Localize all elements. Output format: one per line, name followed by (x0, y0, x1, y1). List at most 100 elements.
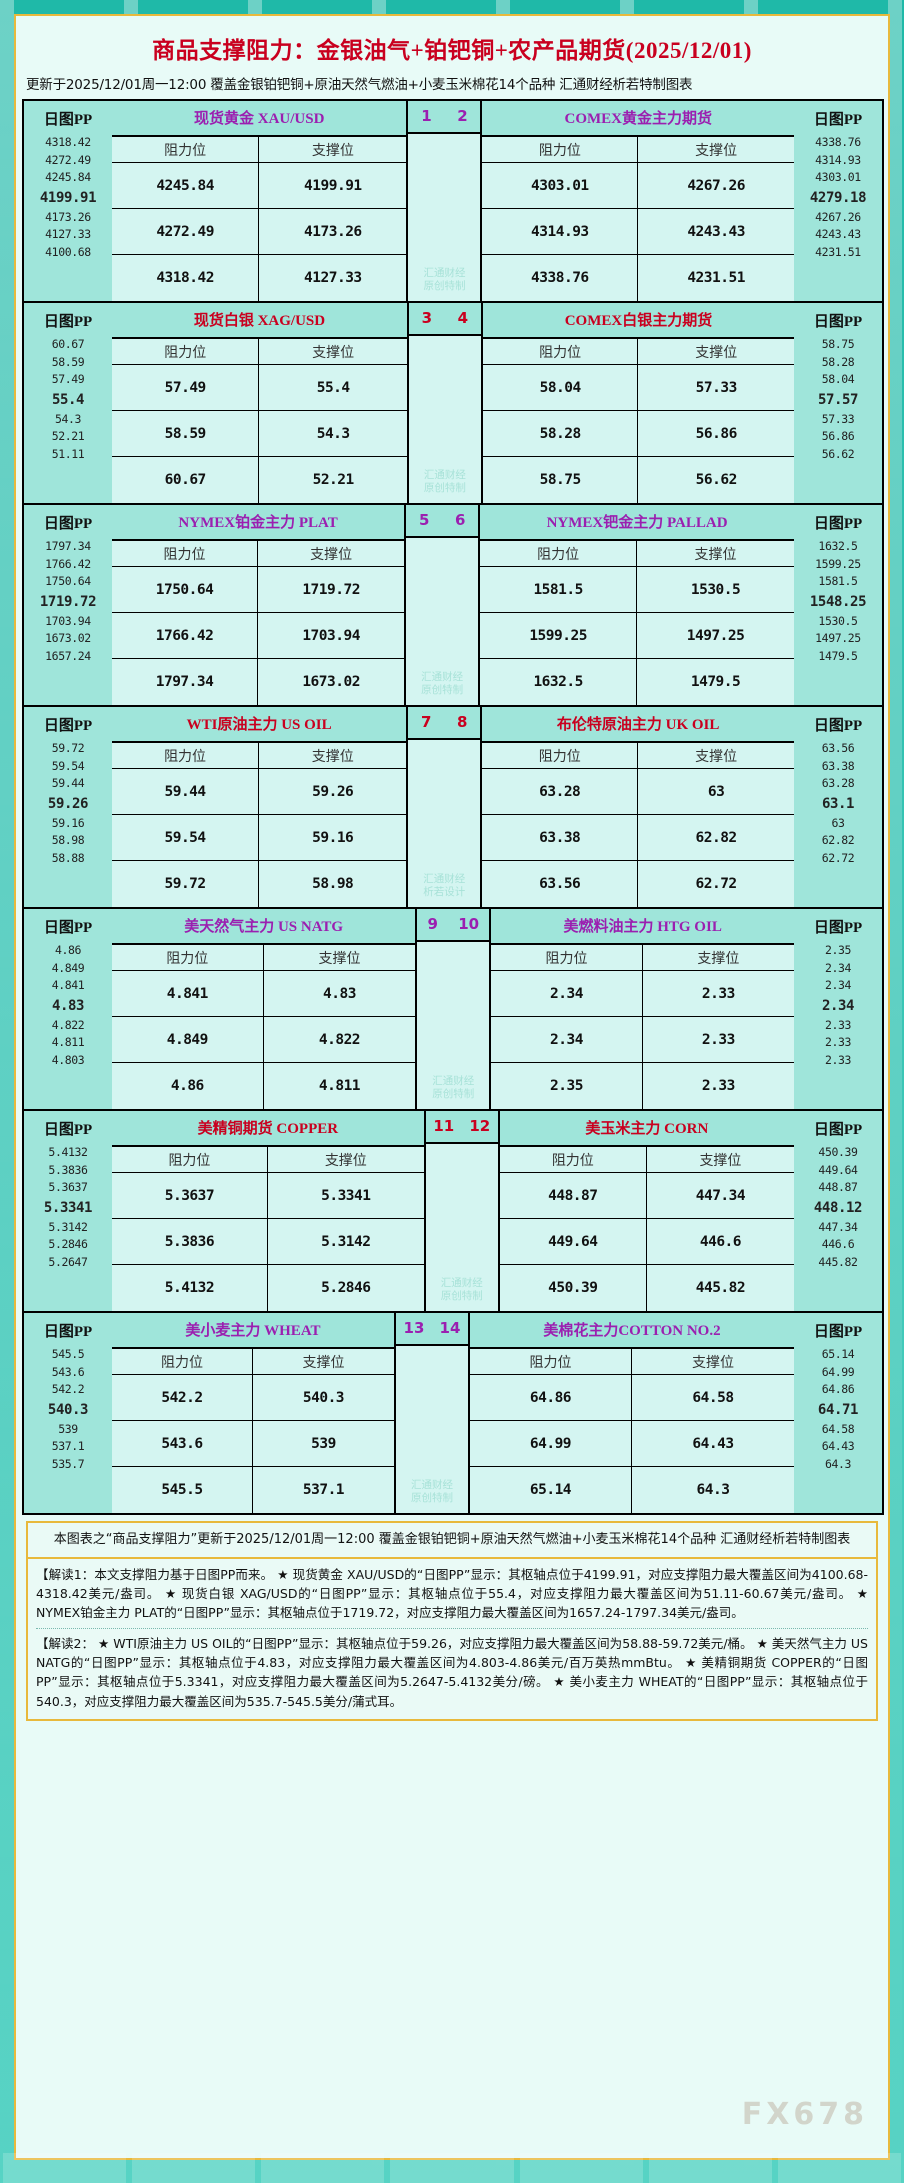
pp-value: 4303.01 (815, 170, 861, 184)
levels-header-row: 阻力位 支撑位 (112, 743, 407, 769)
support-value: 1530.5 (690, 581, 741, 598)
support-value: 445.82 (695, 1280, 746, 1296)
instrument-name: WTI原油主力 US OIL (112, 707, 407, 743)
levels-row: 60.67 52.21 (112, 457, 407, 503)
levels-row: 1750.64 1719.72 (112, 567, 405, 613)
pp-value: 5.4132 (48, 1145, 88, 1159)
pp-value: 64.58 (821, 1421, 855, 1436)
support-header: 支撑位 (311, 749, 354, 765)
support-value: 64.58 (692, 1389, 734, 1406)
levels-row: 57.49 55.4 (112, 365, 407, 411)
resistance-value: 450.39 (500, 1265, 647, 1311)
index-numbers: 9 10 (417, 909, 490, 942)
pp-value: 4.811 (51, 1035, 85, 1049)
pp-value: 1797.34 (45, 539, 91, 553)
resistance-value: 4338.76 (482, 255, 639, 301)
resistance-value: 59.54 (112, 815, 260, 860)
pp-value: 65.14 (821, 1347, 855, 1361)
pp-value: 446.6 (821, 1237, 855, 1251)
support-value: 5.3142 (321, 1233, 371, 1250)
levels-row: 450.39 445.82 (500, 1265, 794, 1311)
resistance-value: 1750.64 (112, 567, 259, 612)
support-value: 1703.94 (302, 627, 360, 644)
pp-pivot-value: 57.57 (817, 391, 859, 408)
levels-row: 4272.49 4173.26 (112, 209, 407, 255)
levels-row: 59.72 58.98 (112, 861, 406, 907)
legend-1: 【解读1：本文支撑阻力基于日图PP而来。 ★ 现货黄金 XAU/USD的“日图P… (36, 1566, 868, 1621)
pp-value: 4243.43 (815, 227, 861, 241)
pp-value: 54.3 (54, 411, 82, 426)
support-header: 支撑位 (695, 749, 738, 765)
pp-pivot-value: 448.12 (813, 1199, 863, 1216)
pp-column-right: 日图PP 450.39 449.64 448.87 448.12 447.34 446.6 4… (794, 1111, 882, 1311)
support-header: 支撑位 (695, 345, 738, 361)
levels-row: 59.44 59.26 (112, 769, 407, 815)
pair-block-7: 日图PP 545.5 543.6 542.2 540.3 539 537.1 535.7 美小麦… (22, 1313, 884, 1515)
pp-header: 日图PP (813, 1122, 863, 1138)
pp-value: 64.43 (821, 1439, 855, 1453)
support-value: 52.21 (312, 472, 355, 488)
pp-value: 63.56 (821, 741, 855, 755)
pp-value: 58.98 (51, 833, 85, 847)
levels-row: 58.28 56.86 (482, 411, 795, 457)
pp-column-left: 日图PP 1797.34 1766.42 1750.64 1719.72 1703.94 1… (24, 505, 112, 705)
watermark-line-2: 原创特制 (432, 1087, 475, 1100)
pp-pivot-value: 55.4 (51, 391, 85, 408)
pp-column-right: 日图PP 58.75 58.28 58.04 57.57 57.33 56.86 56.62 (794, 303, 883, 503)
pp-value: 543.6 (51, 1364, 85, 1379)
levels-grid: 阻力位 支撑位 64.86 64.58 64.99 64.43 65.14 64.3 (469, 1349, 794, 1513)
levels-row: 1766.42 1703.94 (112, 613, 405, 659)
resistance-value: 1581.5 (480, 567, 638, 612)
pp-value: 4267.26 (815, 209, 861, 224)
support-value: 4.822 (318, 1031, 361, 1048)
resistance-value: 5.3836 (112, 1219, 268, 1264)
support-value: 59.26 (312, 783, 354, 800)
levels-grid: 阻力位 支撑位 59.44 59.26 59.54 59.16 59.72 58.98 (112, 743, 407, 907)
instrument-panel-left: 现货黄金 XAU/USD 阻力位 支撑位 4245.84 4199.91 4272.49 4… (112, 101, 407, 301)
levels-header-row: 阻力位 支撑位 (112, 1349, 394, 1375)
watermark: 汇通财经 原创特制 (417, 942, 490, 1109)
resistance-value: 59.44 (112, 769, 260, 814)
support-value: 540.3 (302, 1389, 345, 1406)
pp-value: 4.822 (51, 1017, 85, 1032)
support-value: 4127.33 (304, 270, 362, 286)
pp-value: 56.86 (821, 429, 855, 443)
resistance-value: 2.35 (491, 1063, 643, 1109)
support-value: 56.62 (695, 472, 738, 488)
pp-value: 537.1 (51, 1439, 85, 1453)
pp-pivot-value: 64.71 (817, 1401, 859, 1418)
levels-header-row: 阻力位 支撑位 (482, 743, 795, 769)
pp-value-list: 4338.76 4314.93 4303.01 4279.18 4267.26 4243.… (794, 134, 882, 261)
levels-row: 4245.84 4199.91 (112, 163, 407, 209)
pair-block-6: 日图PP 5.4132 5.3836 5.3637 5.3341 5.3142 5.2846… (22, 1111, 884, 1313)
support-header: 支撑位 (695, 143, 738, 159)
pp-value: 1530.5 (818, 613, 858, 628)
pp-value: 59.44 (51, 776, 85, 790)
resistance-value: 5.4132 (112, 1265, 268, 1311)
index-number-right: 10 (458, 915, 480, 933)
pp-value: 4127.33 (45, 227, 91, 241)
index-column: 3 4 汇通财经 原创特制 (406, 303, 483, 503)
resistance-value: 4318.42 (112, 255, 260, 301)
resistance-value: 58.28 (483, 411, 639, 456)
levels-header-row: 阻力位 支撑位 (112, 541, 405, 567)
pp-column-left: 日图PP 5.4132 5.3836 5.3637 5.3341 5.3142 5.2846… (24, 1111, 112, 1311)
instrument-name: NYMEX铂金主力 PLAT (112, 505, 405, 541)
pair-block-4: 日图PP 59.72 59.54 59.44 59.26 59.16 58.98 58.88 W… (22, 707, 884, 909)
levels-header-row: 阻力位 支撑位 (112, 137, 407, 163)
instrument-name: COMEX黄金主力期货 (482, 101, 794, 137)
watermark: 汇通财经 原创特制 (425, 1144, 498, 1311)
support-value: 447.34 (695, 1187, 746, 1204)
resistance-header: 阻力位 (112, 339, 260, 364)
levels-row: 1797.34 1673.02 (112, 659, 404, 705)
support-header: 支撑位 (311, 143, 354, 159)
legend-2: 【解读2： ★ WTI原油主力 US OIL的“日图PP”显示：其枢轴点位于59… (36, 1635, 868, 1709)
resistance-value: 58.59 (112, 411, 260, 456)
watermark: 汇通财经 原创特制 (408, 336, 481, 503)
support-value: 4.83 (323, 985, 356, 1002)
index-column: 11 12 汇通财经 原创特制 (423, 1111, 500, 1311)
bottom-decoration (0, 2153, 904, 2183)
pp-column-left: 日图PP 4.86 4.849 4.841 4.83 4.822 4.811 4.803 (24, 909, 112, 1109)
resistance-value: 542.2 (112, 1375, 253, 1420)
resistance-header: 阻力位 (112, 541, 259, 566)
